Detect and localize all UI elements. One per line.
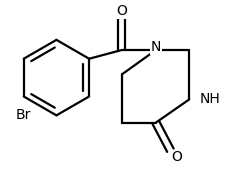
Text: N: N (151, 40, 161, 54)
Text: Br: Br (16, 108, 31, 122)
Text: O: O (171, 150, 182, 164)
Text: NH: NH (199, 92, 220, 106)
Text: O: O (116, 4, 127, 18)
